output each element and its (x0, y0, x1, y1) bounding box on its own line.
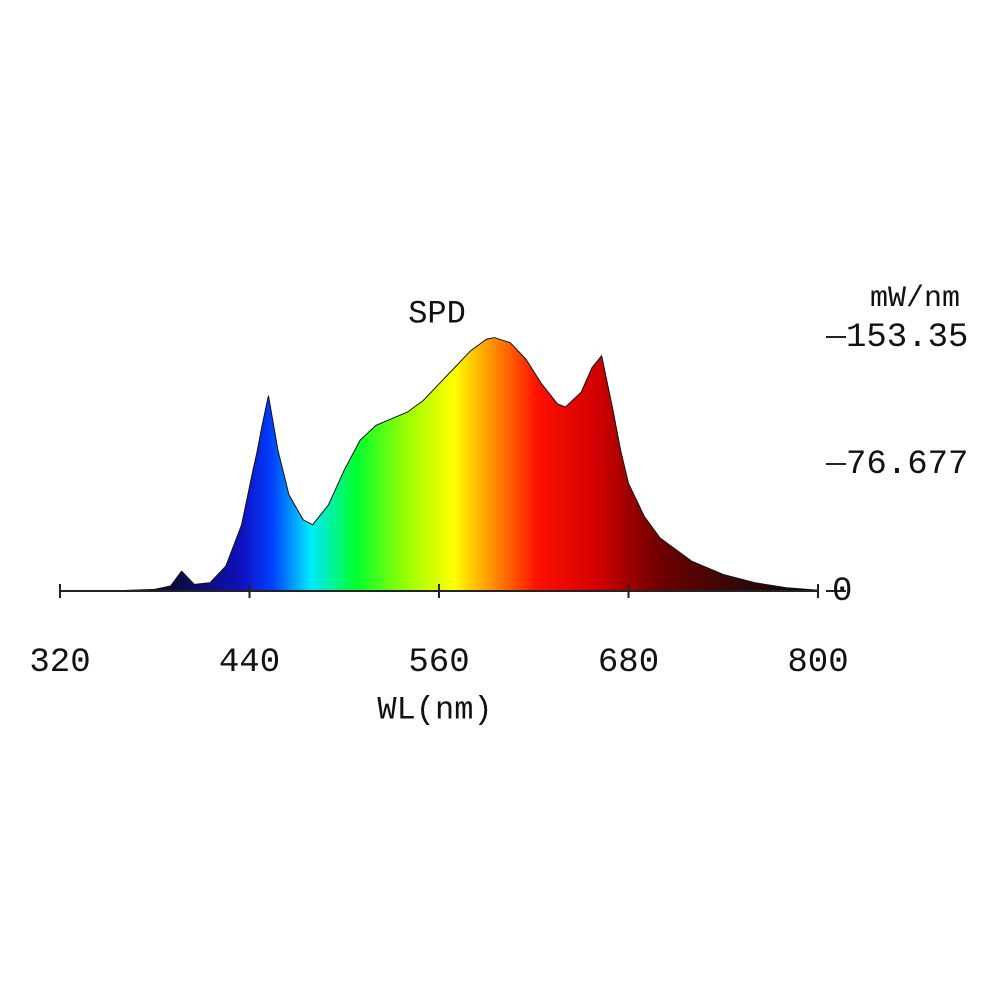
y-tick-label: 76.677 (846, 446, 968, 484)
x-tick-label: 320 (29, 644, 90, 682)
y-tick-label: 0 (832, 573, 852, 611)
spectrum-area (59, 337, 819, 592)
x-axis-label: WL(nm) (377, 691, 492, 728)
chart-title: SPD (408, 295, 466, 332)
y-tick-label: 153.35 (846, 319, 968, 357)
y-axis-label: mW/nm (870, 282, 960, 316)
x-tick-label: 560 (408, 644, 469, 682)
x-tick-label: 680 (598, 644, 659, 682)
x-tick-label: 440 (219, 644, 280, 682)
x-tick-label: 800 (787, 644, 848, 682)
